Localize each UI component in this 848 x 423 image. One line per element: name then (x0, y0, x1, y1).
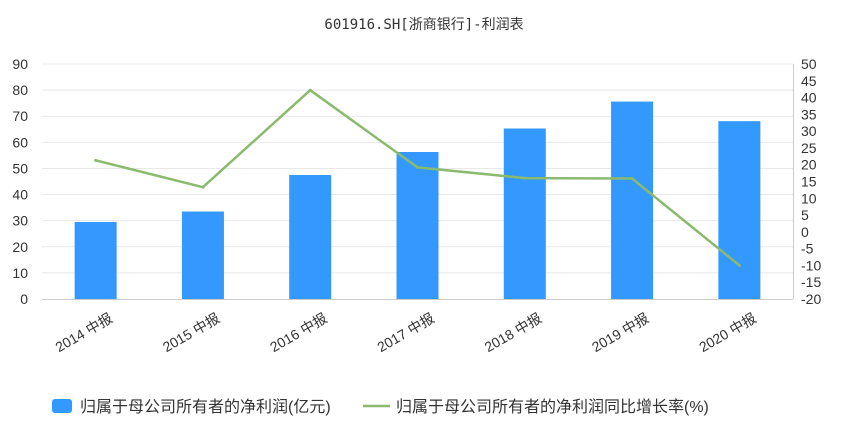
legend-label-net-profit: 归属于母公司所有者的净利润(亿元) (80, 398, 331, 416)
y-left-tick-label: 0 (20, 291, 28, 307)
y-left-tick-label: 50 (12, 160, 28, 176)
line-point[interactable] (523, 176, 527, 180)
y-right-tick-label: 5 (801, 207, 809, 223)
y-right-tick-label: -20 (801, 291, 821, 307)
y-left-tick-label: 70 (12, 108, 28, 124)
y-left-tick-label: 30 (12, 213, 28, 229)
bar[interactable] (396, 151, 439, 299)
x-tick-label: 2015 中报 (160, 310, 223, 355)
y-right-tick-label: 0 (801, 224, 809, 240)
y-left-tick-label: 20 (12, 239, 28, 255)
y-right-tick-label: 25 (801, 140, 817, 156)
y-right-tick-label: -10 (801, 257, 821, 273)
x-tick-label: 2016 中报 (267, 310, 330, 355)
line-point[interactable] (737, 263, 741, 267)
line-point[interactable] (94, 158, 98, 162)
y-right-tick-label: 30 (801, 123, 817, 139)
line-point[interactable] (201, 185, 205, 189)
legend-swatch-bar (52, 399, 72, 413)
y-right-tick-label: 15 (801, 174, 817, 190)
bar[interactable] (289, 174, 332, 299)
y-right-tick-label: 20 (801, 157, 817, 173)
x-tick-label: 2019 中报 (589, 310, 652, 355)
x-tick-label: 2018 中报 (482, 310, 545, 355)
y-left-tick-label: 60 (12, 134, 28, 150)
bar[interactable] (503, 128, 546, 299)
y-left-tick-label: 90 (12, 56, 28, 72)
y-right-tick-label: 45 (801, 73, 817, 89)
y-right-tick-label: 35 (801, 106, 817, 122)
legend-label-growth-rate: 归属于母公司所有者的净利润同比增长率(%) (396, 398, 709, 416)
y-right-tick-label: 40 (801, 90, 817, 106)
line-point[interactable] (308, 88, 312, 92)
y-left-tick-label: 80 (12, 82, 28, 98)
legend-item-growth-rate[interactable]: 归属于母公司所有者的净利润同比增长率(%) (363, 398, 709, 416)
legend-item-net-profit[interactable]: 归属于母公司所有者的净利润(亿元) (52, 398, 331, 416)
y-left-tick-label: 40 (12, 187, 28, 203)
y-left-tick-label: 10 (12, 265, 28, 281)
x-tick-label: 2014 中报 (53, 310, 116, 355)
y-right-tick-label: 50 (801, 56, 817, 72)
legend[interactable]: 归属于母公司所有者的净利润(亿元) 归属于母公司所有者的净利润同比增长率(%) (52, 398, 709, 416)
line-point[interactable] (416, 165, 419, 169)
bar-series (74, 101, 761, 299)
bar[interactable] (718, 121, 761, 299)
bar[interactable] (74, 221, 117, 299)
axes (42, 64, 794, 300)
line-series (94, 88, 741, 267)
y-right-tick-label: 10 (801, 190, 817, 206)
x-tick-label: 2020 中报 (696, 310, 759, 355)
bar[interactable] (611, 101, 654, 299)
x-tick-label: 2017 中报 (374, 310, 437, 355)
y-right-tick-label: -5 (801, 241, 814, 257)
line-point[interactable] (630, 176, 634, 180)
bar[interactable] (181, 211, 224, 299)
y-right-tick-label: -15 (801, 274, 821, 290)
chart-title: 601916.SH[浙商银行]-利润表 (324, 17, 523, 33)
